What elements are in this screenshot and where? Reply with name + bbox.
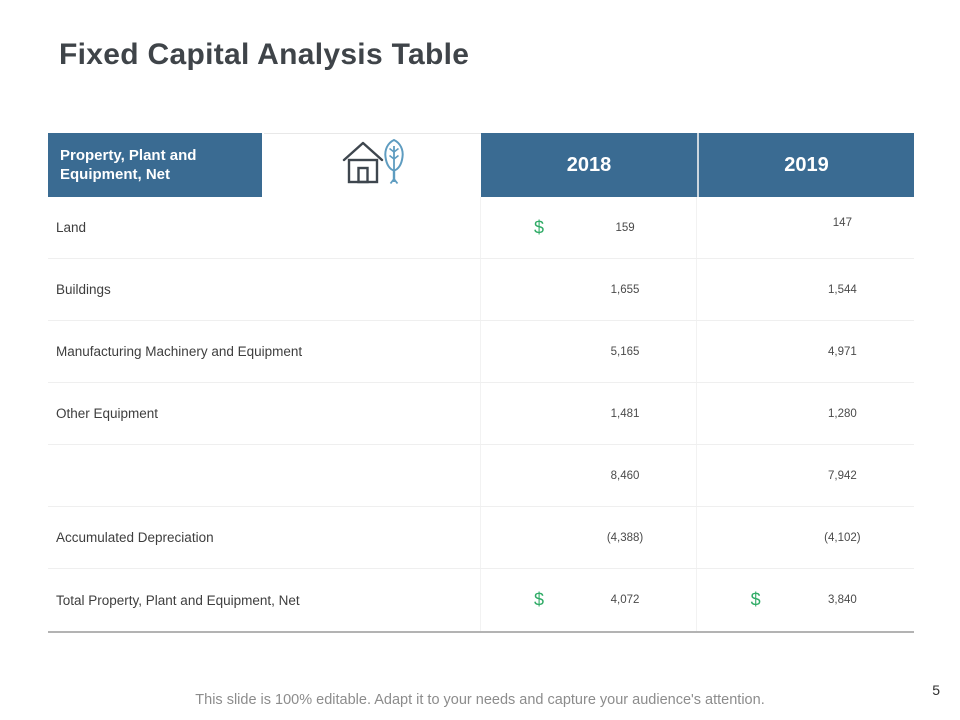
value-cell-2018: 1,481	[481, 383, 697, 444]
value-cell-2018: (4,388)	[481, 507, 697, 568]
value-text: 4,072	[610, 594, 640, 606]
value-text: 147	[832, 216, 852, 229]
value-text: 4,971	[827, 345, 857, 358]
value-cell-2019: (4,102)	[697, 507, 914, 568]
table-body: Land $ 159 147 Buildings 1,655 1,544 Man…	[48, 197, 914, 633]
table-header-row: Property, Plant and Equipment, Net	[48, 133, 914, 197]
row-label: Buildings	[48, 259, 481, 320]
value-cell-2019: 1,280	[697, 383, 914, 444]
row-label: Other Equipment	[48, 383, 481, 444]
page-number: 5	[932, 682, 940, 698]
row-label: Accumulated Depreciation	[48, 507, 481, 568]
table-row-machinery: Manufacturing Machinery and Equipment 5,…	[48, 321, 914, 383]
value-cell-2018: $ 4,072	[481, 569, 697, 631]
value-cell-2018: 1,655	[481, 259, 697, 320]
table-row-total: Total Property, Plant and Equipment, Net…	[48, 569, 914, 631]
value-cell-2019: 147	[697, 197, 914, 258]
value-text: 159	[615, 221, 635, 234]
value-text: 7,942	[827, 469, 857, 482]
column-header-2018: 2018	[481, 133, 697, 197]
row-label: Manufacturing Machinery and Equipment	[48, 321, 481, 382]
table-row-accumulated-depreciation: Accumulated Depreciation (4,388) (4,102)	[48, 507, 914, 569]
value-text: 8,460	[610, 469, 640, 482]
row-label: Land	[48, 197, 481, 258]
table-row-other-equipment: Other Equipment 1,481 1,280	[48, 383, 914, 445]
table-row-subtotal: 8,460 7,942	[48, 445, 914, 507]
value-text: 1,481	[610, 407, 640, 420]
value-cell-2018: 5,165	[481, 321, 697, 382]
header-icon-cell	[264, 133, 481, 197]
row-label: Total Property, Plant and Equipment, Net	[48, 569, 481, 631]
header-row-group-label: Property, Plant and Equipment, Net	[48, 133, 264, 197]
value-text: (4,102)	[824, 531, 861, 544]
value-text: 3,840	[827, 594, 857, 606]
fixed-capital-table: Property, Plant and Equipment, Net	[48, 133, 914, 633]
value-cell-2018: $ 159	[481, 197, 697, 258]
table-row-buildings: Buildings 1,655 1,544	[48, 259, 914, 321]
currency-symbol: $	[534, 589, 545, 610]
value-cell-2019: 1,544	[697, 259, 914, 320]
page-title: Fixed Capital Analysis Table	[59, 38, 470, 71]
currency-symbol: $	[750, 589, 761, 610]
value-text: 1,280	[827, 407, 857, 420]
value-text: (4,388)	[606, 531, 644, 544]
value-cell-2019: $ 3,840	[697, 569, 914, 631]
currency-symbol: $	[534, 217, 545, 237]
value-text: 1,544	[827, 283, 857, 296]
value-cell-2018: 8,460	[481, 445, 697, 506]
column-header-2019: 2019	[697, 133, 914, 197]
row-label	[48, 445, 481, 506]
value-cell-2019: 4,971	[697, 321, 914, 382]
value-text: 5,165	[610, 345, 640, 358]
footer-note: This slide is 100% editable. Adapt it to…	[195, 692, 765, 708]
table-row-land: Land $ 159 147	[48, 197, 914, 259]
house-and-tree-icon	[337, 136, 409, 195]
value-cell-2019: 7,942	[697, 445, 914, 506]
value-text: 1,655	[610, 283, 640, 296]
